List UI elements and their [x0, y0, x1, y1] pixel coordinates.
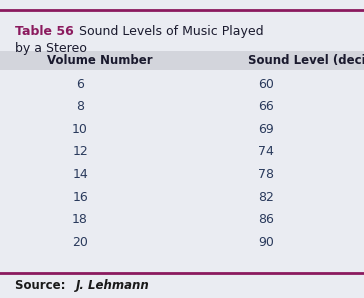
- Text: Sound Levels of Music Played: Sound Levels of Music Played: [71, 25, 264, 38]
- Text: 90: 90: [258, 236, 274, 249]
- Text: 12: 12: [72, 145, 88, 159]
- Text: 8: 8: [76, 100, 84, 113]
- Text: J. Lehmann: J. Lehmann: [76, 279, 150, 292]
- Text: 18: 18: [72, 213, 88, 226]
- Bar: [0, 51, 364, 70]
- Text: Table 56: Table 56: [15, 25, 73, 38]
- Text: 20: 20: [72, 236, 88, 249]
- Text: Source:: Source:: [15, 279, 69, 292]
- Text: Sound Level (decibels): Sound Level (decibels): [248, 54, 364, 67]
- Text: 74: 74: [258, 145, 274, 159]
- Text: 14: 14: [72, 168, 88, 181]
- Text: by a Stereo: by a Stereo: [15, 42, 86, 55]
- Text: 86: 86: [258, 213, 274, 226]
- Text: 16: 16: [72, 191, 88, 204]
- Text: 69: 69: [258, 123, 274, 136]
- Text: 6: 6: [76, 77, 84, 91]
- Text: 78: 78: [258, 168, 274, 181]
- Text: 82: 82: [258, 191, 274, 204]
- Text: 66: 66: [258, 100, 274, 113]
- Text: 60: 60: [258, 77, 274, 91]
- Text: 10: 10: [72, 123, 88, 136]
- Text: Volume Number: Volume Number: [47, 54, 153, 67]
